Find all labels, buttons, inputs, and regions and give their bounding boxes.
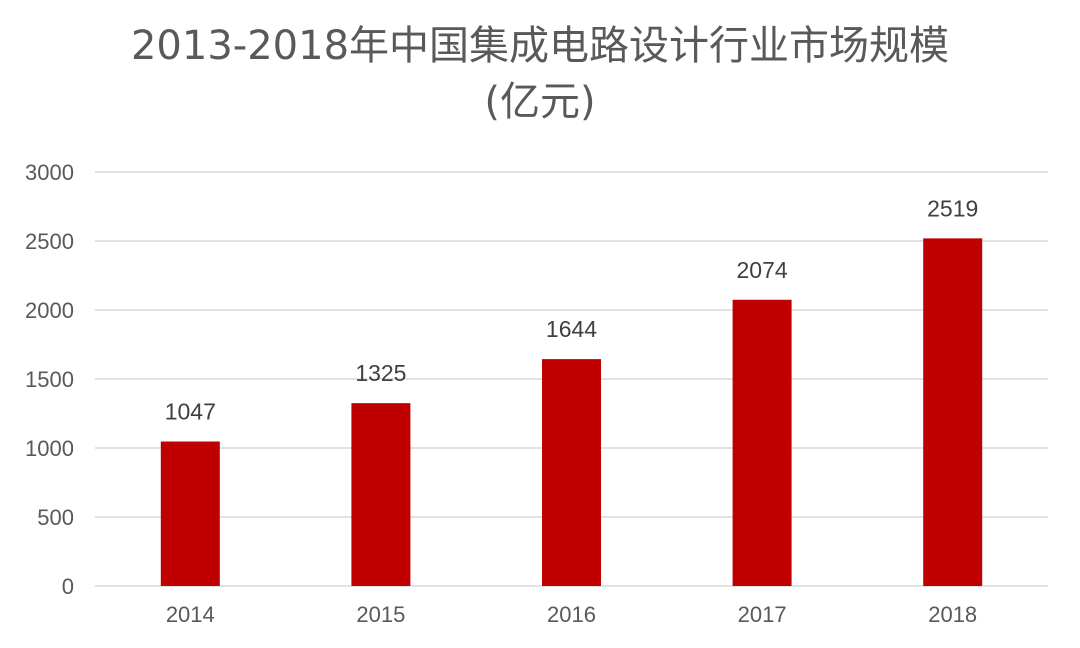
chart-title: 2013-2018年中国集成电路设计行业市场规模 (亿元) [0,18,1080,130]
x-tick-label-2018: 2018 [928,602,977,627]
chart-title-line-1: 2013-2018年中国集成电路设计行业市场规模 [130,23,950,69]
x-tick-label-2015: 2015 [356,602,405,627]
bar-2016 [542,359,601,586]
chart-title-line-2: (亿元) [484,79,596,125]
data-label-2015: 1325 [355,360,406,386]
y-tick-label-1500: 1500 [25,367,74,392]
x-tick-label-2017: 2017 [738,602,787,627]
data-label-2017: 2074 [737,257,788,283]
y-tick-label-1000: 1000 [25,436,74,461]
bar-2017 [732,299,792,586]
x-tick-label-2014: 2014 [166,602,215,627]
x-tick-label-2016: 2016 [547,602,596,627]
data-label-2016: 1644 [546,316,597,342]
y-axis-ticks: 0 500 1000 1500 2000 2500 3000 [25,160,74,599]
bars [160,238,983,587]
bar-2018 [923,238,983,587]
y-tick-label-2000: 2000 [25,298,74,323]
x-axis-ticks: 2014 2015 2016 2017 2018 [166,602,977,627]
bar-2014 [160,441,220,586]
data-label-2018: 2519 [927,195,978,221]
y-tick-label-3000: 3000 [25,160,74,185]
data-label-2014: 1047 [165,399,216,425]
y-tick-label-500: 500 [37,505,74,530]
data-labels: 1047 1325 1644 2074 2519 [165,195,979,424]
y-tick-label-2500: 2500 [25,229,74,254]
y-tick-label-0: 0 [62,574,74,599]
bar-2015 [351,403,411,586]
